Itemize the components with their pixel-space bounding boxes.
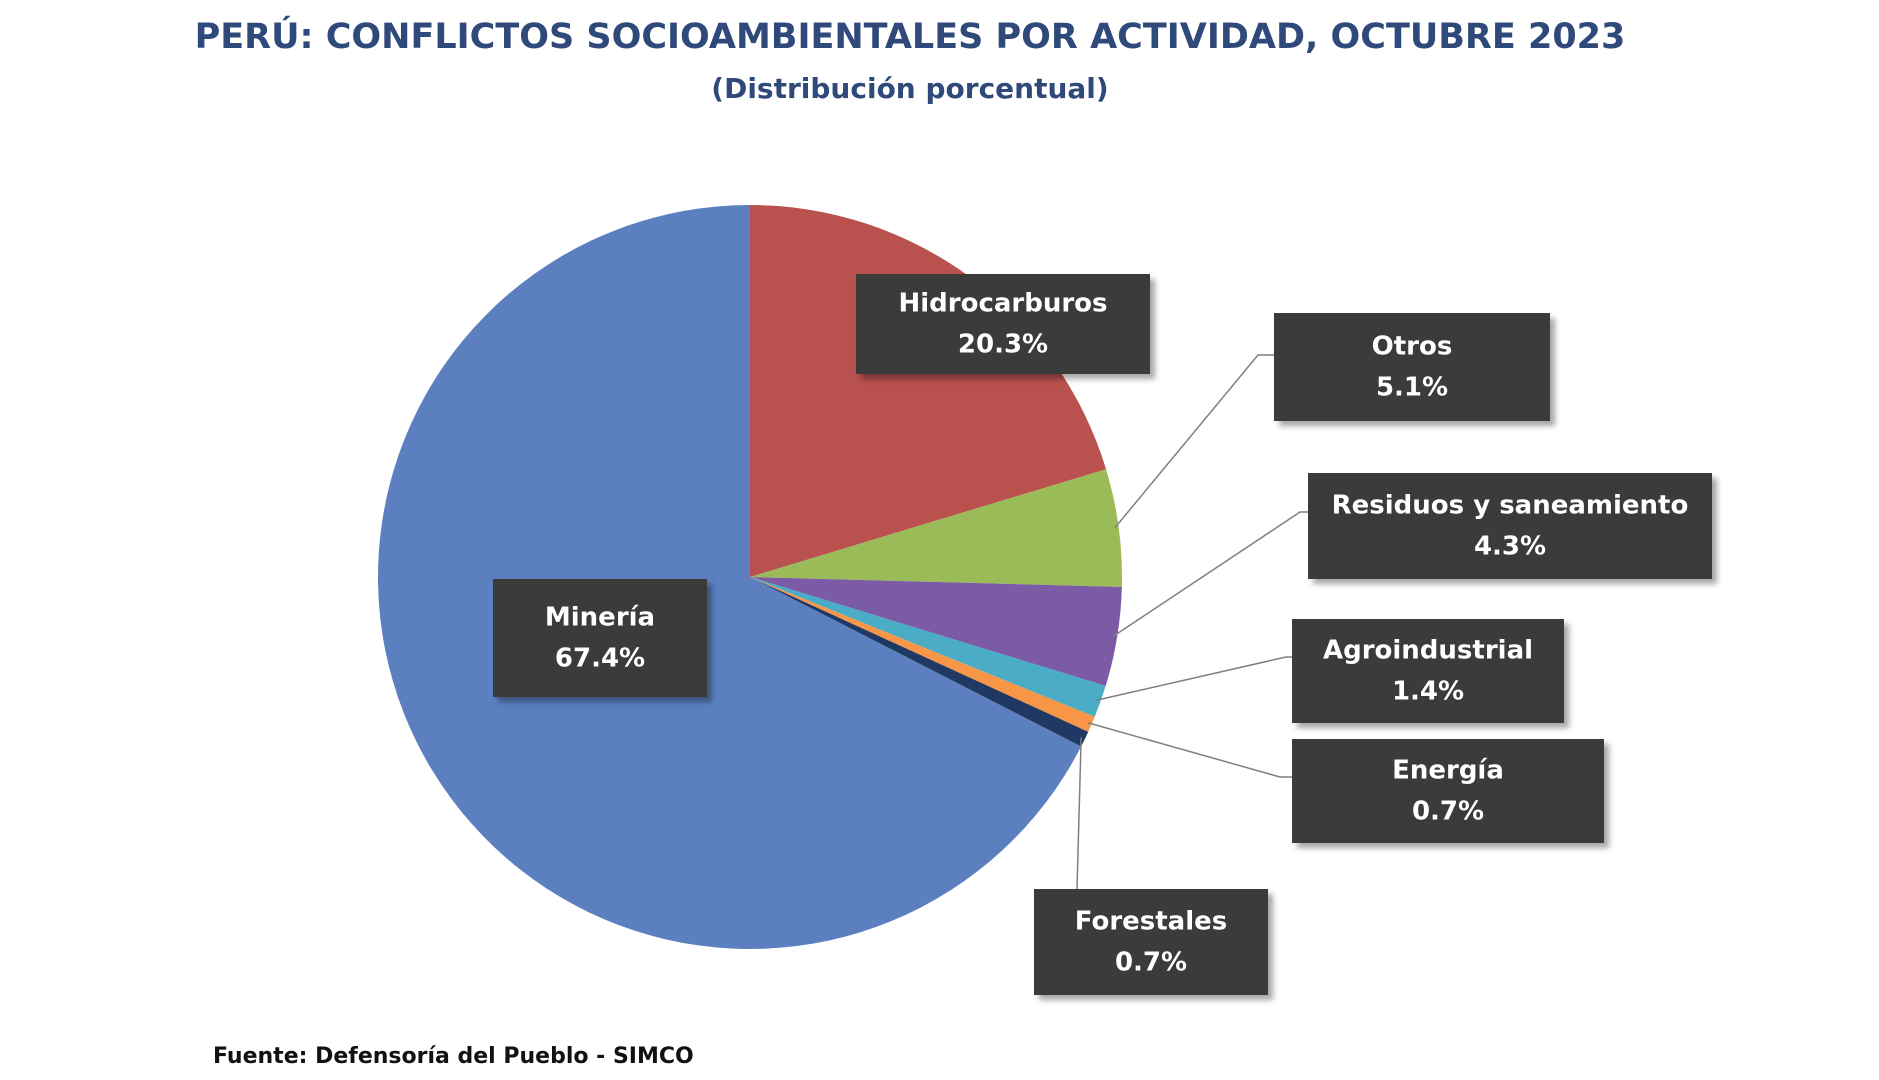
label-value: 0.7% bbox=[1115, 948, 1187, 978]
label-value: 0.7% bbox=[1412, 797, 1484, 827]
label-value: 1.4% bbox=[1392, 677, 1464, 707]
label-name: Residuos y saneamiento bbox=[1332, 491, 1689, 521]
source: Fuente: Defensoría del Pueblo - SIMCO bbox=[213, 1044, 694, 1069]
chart-title: PERÚ: CONFLICTOS SOCIOAMBIENTALES POR AC… bbox=[195, 15, 1626, 57]
pie-slice bbox=[750, 577, 1095, 732]
label-box bbox=[1308, 473, 1712, 579]
label-box bbox=[1292, 619, 1564, 723]
label-name: Agroindustrial bbox=[1323, 636, 1533, 666]
label-name: Otros bbox=[1372, 332, 1453, 362]
chart-subtitle: (Distribución porcentual) bbox=[711, 72, 1108, 105]
label-name: Forestales bbox=[1075, 907, 1228, 937]
pie-slice bbox=[750, 577, 1122, 686]
pie-slice bbox=[750, 577, 1106, 717]
label-name: Minería bbox=[545, 603, 655, 633]
leader-line bbox=[1076, 737, 1082, 890]
label-box bbox=[1274, 313, 1550, 421]
pie-slice bbox=[377, 205, 1082, 949]
leader-line bbox=[1087, 722, 1292, 778]
pie-slice bbox=[750, 205, 1107, 577]
label-box bbox=[493, 579, 707, 697]
leader-line bbox=[1112, 511, 1308, 637]
label-box bbox=[1292, 739, 1604, 843]
label-value: 20.3% bbox=[958, 330, 1048, 360]
label-name: Energía bbox=[1392, 756, 1504, 786]
pie-slice bbox=[750, 469, 1122, 587]
labels: Hidrocarburos 20.3% Otros 5.1% Residuos y sa… bbox=[493, 274, 1712, 995]
pie-slice bbox=[750, 577, 1089, 747]
label-box bbox=[856, 274, 1150, 374]
leader-line bbox=[1096, 656, 1292, 701]
label-value: 4.3% bbox=[1474, 532, 1546, 562]
label-name: Hidrocarburos bbox=[898, 289, 1107, 319]
label-value: 67.4% bbox=[555, 644, 645, 674]
label-box bbox=[1034, 889, 1268, 995]
label-value: 5.1% bbox=[1376, 373, 1448, 403]
pie bbox=[377, 205, 1122, 949]
leader-line bbox=[1114, 354, 1274, 529]
